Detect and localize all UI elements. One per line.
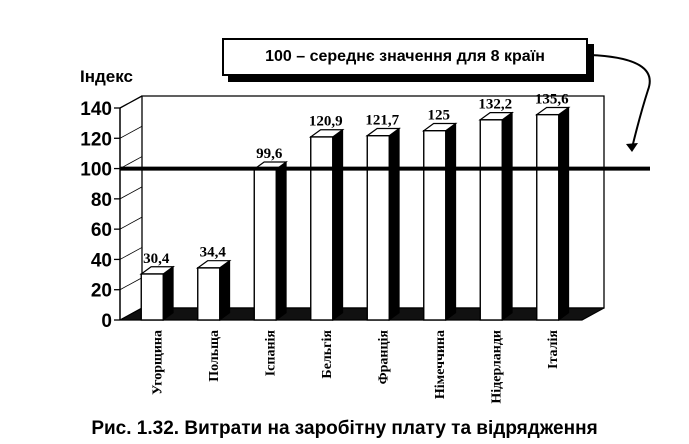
y-grid-diagonal <box>119 247 143 260</box>
y-tick-label: 120 <box>80 129 112 150</box>
bar-side <box>275 160 287 321</box>
chart-bars: 30,4 Угорщина 34,4 Польща 99,6 Іспанія 120,9 Бе… <box>139 91 571 404</box>
x-tick-label: Нідерланди <box>489 330 504 404</box>
bar-value-label: 121,7 <box>365 113 399 129</box>
x-tick-label: Угорщина <box>150 330 165 395</box>
x-tick-label: Франція <box>376 330 391 385</box>
bar-value-label: 99,6 <box>256 146 283 162</box>
x-tick-label: Бельгія <box>320 330 335 379</box>
y-axis-label: Індекс <box>80 67 133 86</box>
bar-side <box>162 265 174 321</box>
bar <box>140 273 164 321</box>
y-grid-diagonal <box>119 307 143 321</box>
y-tick-label: 60 <box>91 220 112 241</box>
y-grid-diagonal <box>119 186 143 200</box>
callout-arrowhead <box>626 143 638 152</box>
chart-floor <box>119 307 605 321</box>
bar <box>197 267 221 321</box>
y-grid-diagonal <box>119 95 143 109</box>
bar-value-label: 30,4 <box>143 251 170 267</box>
y-tick-label: 80 <box>91 190 112 211</box>
bar-side <box>501 111 513 321</box>
bar-side <box>219 259 231 321</box>
y-grid-diagonal <box>119 277 143 291</box>
y-tick-label: 40 <box>91 250 112 271</box>
chart-overlay <box>120 54 651 171</box>
x-tick-label: Польща <box>207 330 222 382</box>
bar <box>423 130 447 321</box>
figure-caption: Рис. 1.32. Витрати на заробітну плату та… <box>91 418 598 439</box>
bar <box>536 113 560 321</box>
bar-value-label: 132,2 <box>478 97 512 113</box>
y-tick-label: 20 <box>91 281 112 302</box>
bar <box>366 135 390 321</box>
bar-value-label: 135,6 <box>535 91 569 107</box>
bar <box>253 168 277 321</box>
reference-line-callout: 100 – середнє значення для 8 країн <box>222 38 588 76</box>
y-tick-label: 0 <box>101 311 112 332</box>
x-tick-label: Німеччина <box>433 330 448 399</box>
bar-value-label: 125 <box>428 108 451 124</box>
bar-side <box>332 128 344 321</box>
y-tick-label: 100 <box>80 160 112 181</box>
bar <box>479 119 503 321</box>
bar-side <box>558 106 570 321</box>
callout-leader <box>589 54 651 149</box>
x-tick-label: Італія <box>546 330 561 369</box>
bar <box>310 136 334 321</box>
bar-value-label: 120,9 <box>309 114 343 130</box>
y-tick-label: 140 <box>80 99 112 120</box>
bar-side <box>445 122 457 321</box>
x-tick-label: Іспанія <box>263 330 278 377</box>
y-grid-diagonal <box>119 125 143 139</box>
bar-value-label: 34,4 <box>200 245 227 261</box>
bar-side <box>388 127 400 321</box>
y-grid-diagonal <box>119 216 143 230</box>
